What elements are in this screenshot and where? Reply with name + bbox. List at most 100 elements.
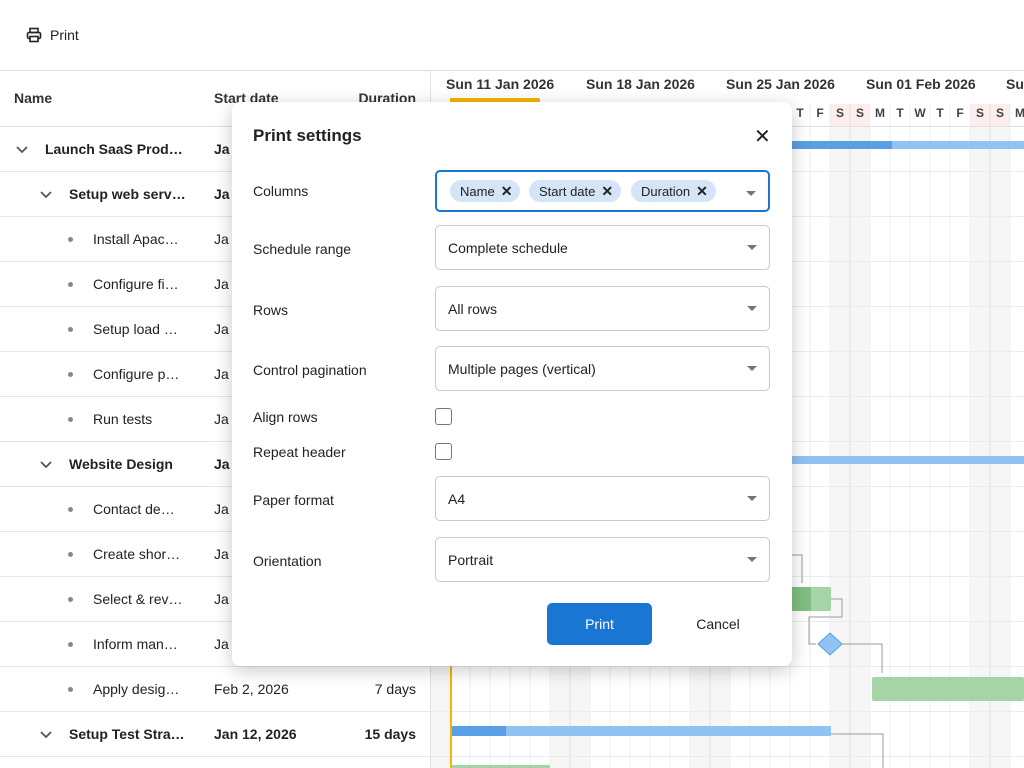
- day-label: S: [856, 106, 864, 120]
- expand-arrow[interactable]: [39, 460, 53, 470]
- bullet: [68, 282, 73, 287]
- day-label: S: [836, 106, 844, 120]
- day-label: F: [956, 106, 963, 120]
- chip-label: Duration: [641, 183, 691, 199]
- chip: Start date ✕: [529, 180, 622, 202]
- week-label: Sun 25 Jan 2026: [726, 76, 835, 92]
- bullet: [68, 642, 73, 647]
- select-value: Complete schedule: [448, 240, 568, 256]
- multi-select[interactable]: Name ✕ Start date ✕ Duration ✕: [435, 170, 770, 212]
- task-row[interactable]: Configure fi… Ja: [0, 262, 430, 307]
- start-date: Ja: [214, 321, 229, 337]
- dependency-line: [808, 598, 843, 645]
- print-confirm-button[interactable]: Print: [547, 603, 652, 645]
- chip-remove[interactable]: ✕: [696, 182, 708, 199]
- task-name: Run tests: [93, 411, 153, 427]
- day-label: S: [976, 106, 984, 120]
- task-row[interactable]: Apply desig… Feb 2, 2026 7 days: [0, 667, 430, 712]
- task-grid: Name Start date Duration Launch SaaS Prod……: [0, 71, 431, 768]
- chip-remove[interactable]: ✕: [500, 182, 513, 199]
- task-row[interactable]: Inform man… Ja: [0, 622, 430, 667]
- bullet: [68, 327, 73, 332]
- start-date: Jan 12, 2026: [214, 726, 297, 742]
- start-date: Feb 2, 2026: [214, 681, 289, 697]
- cancel-button[interactable]: Cancel: [696, 616, 740, 632]
- task-name: Select & rev…: [93, 591, 183, 607]
- week-label: Sun 01 Feb 2026: [866, 76, 976, 92]
- task-row[interactable]: Setup web serv… Ja: [0, 172, 430, 217]
- dialog-title: Print settings: [253, 126, 362, 145]
- arrow-shape: [16, 146, 28, 154]
- task-row[interactable]: Website Design Ja: [0, 442, 430, 487]
- select[interactable]: All rows: [435, 286, 770, 331]
- dropdown-caret[interactable]: [747, 245, 757, 250]
- task-row[interactable]: Install Apac… Ja: [0, 217, 430, 262]
- checkbox[interactable]: [435, 408, 452, 425]
- chip-remove[interactable]: ✕: [601, 182, 614, 199]
- task-name: Create shor…: [93, 546, 181, 562]
- task-name: Configure p…: [93, 366, 180, 382]
- select[interactable]: Portrait: [435, 537, 770, 582]
- field-label: Orientation: [253, 553, 322, 569]
- dropdown-caret[interactable]: [746, 191, 756, 196]
- dependency-line: [842, 643, 883, 673]
- task-row[interactable]: Setup Test Stra… Jan 12, 2026 15 days: [0, 712, 430, 757]
- task-name: Inform man…: [93, 636, 178, 652]
- expand-arrow[interactable]: [39, 190, 53, 200]
- start-date: Ja: [214, 141, 230, 157]
- arrow-shape: [40, 461, 52, 469]
- task-name: Install Apac…: [93, 231, 179, 247]
- start-date: Ja: [214, 591, 229, 607]
- start-date: Ja: [214, 366, 229, 382]
- task-row[interactable]: Setup load … Ja: [0, 307, 430, 352]
- day-label: S: [996, 106, 1004, 120]
- task-bar: [452, 765, 550, 768]
- weekend-shade: [970, 127, 990, 768]
- expand-arrow[interactable]: [15, 145, 29, 155]
- task-bar: [872, 677, 1024, 701]
- dropdown-caret[interactable]: [747, 496, 757, 501]
- toolbar: Print: [0, 0, 1024, 71]
- start-date: Ja: [214, 501, 229, 517]
- day-label: T: [796, 106, 804, 120]
- day-label: M: [875, 106, 885, 120]
- weekend-header: [990, 104, 1010, 126]
- week-label: Sun 11 Jan 2026: [446, 76, 554, 92]
- chip: Duration ✕: [631, 180, 716, 202]
- field-label: Control pagination: [253, 362, 367, 378]
- task-name: Setup load …: [93, 321, 178, 337]
- task-row[interactable]: Launch SaaS Prod… Ja: [0, 127, 430, 172]
- day-label: F: [816, 106, 823, 120]
- bullet: [68, 687, 73, 692]
- task-row[interactable]: Create shor… Ja: [0, 532, 430, 577]
- chip: Name ✕: [450, 180, 521, 202]
- task-row[interactable]: Select & rev… Ja: [0, 577, 430, 622]
- close-button[interactable]: ✕: [754, 126, 771, 148]
- duration: 7 days: [374, 681, 416, 697]
- select[interactable]: Complete schedule: [435, 225, 770, 270]
- select-value: Portrait: [448, 552, 494, 568]
- milestone: [817, 632, 843, 656]
- dropdown-caret[interactable]: [747, 557, 757, 562]
- field-label: Repeat header: [253, 444, 346, 460]
- select-value: Multiple pages (vertical): [448, 361, 596, 377]
- task-row[interactable]: Contact de… Ja: [0, 487, 430, 532]
- day-label: T: [936, 106, 944, 120]
- select-value: A4: [448, 491, 466, 507]
- task-row[interactable]: Configure p… Ja: [0, 352, 430, 397]
- checkbox[interactable]: [435, 443, 452, 460]
- print-label: Print: [50, 27, 79, 43]
- bullet: [68, 417, 73, 422]
- task-row[interactable]: Run tests Ja: [0, 397, 430, 442]
- column-header: Name: [14, 90, 53, 106]
- select[interactable]: A4: [435, 476, 770, 521]
- task-name: Contact de…: [93, 501, 175, 517]
- today-marker: [450, 98, 540, 103]
- expand-arrow[interactable]: [39, 730, 53, 740]
- dropdown-caret[interactable]: [747, 306, 757, 311]
- task-name: Configure fi…: [93, 276, 179, 292]
- dropdown-caret[interactable]: [747, 366, 757, 371]
- print-button[interactable]: Print: [26, 24, 79, 46]
- select[interactable]: Multiple pages (vertical): [435, 346, 770, 391]
